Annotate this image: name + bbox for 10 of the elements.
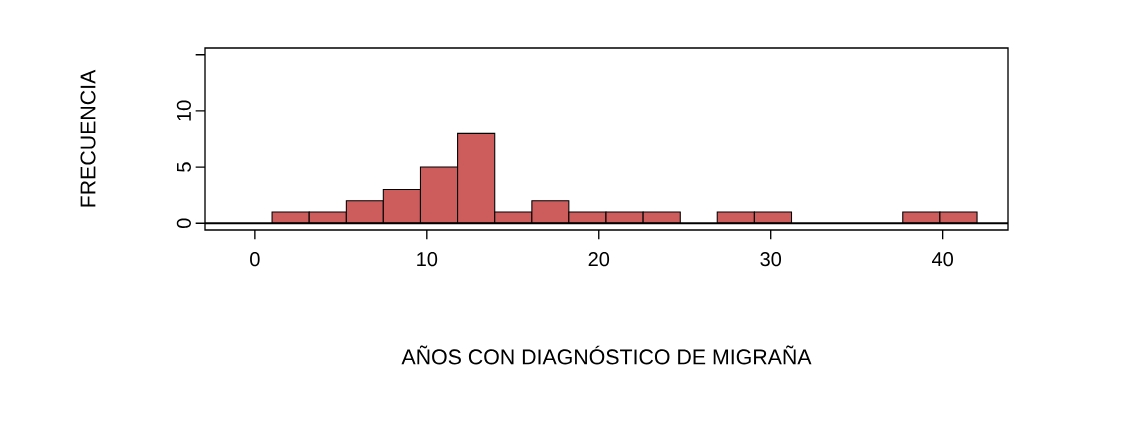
x-tick-label: 20	[588, 252, 610, 267]
x-tick-label: 30	[760, 252, 782, 267]
y-tick-label: 5	[177, 162, 191, 172]
x-tick-label: 10	[417, 252, 438, 267]
y-tick-label: 0	[176, 218, 191, 229]
x-tick-label: 0	[250, 252, 260, 267]
x-tick-label: 40	[932, 252, 953, 267]
y-axis-title: FRECUENCIA	[80, 69, 96, 207]
x-axis-title: AÑOS CON DIAGNÓSTICO DE MIGRAÑA	[401, 345, 812, 365]
y-tick-label: 10	[176, 100, 191, 121]
